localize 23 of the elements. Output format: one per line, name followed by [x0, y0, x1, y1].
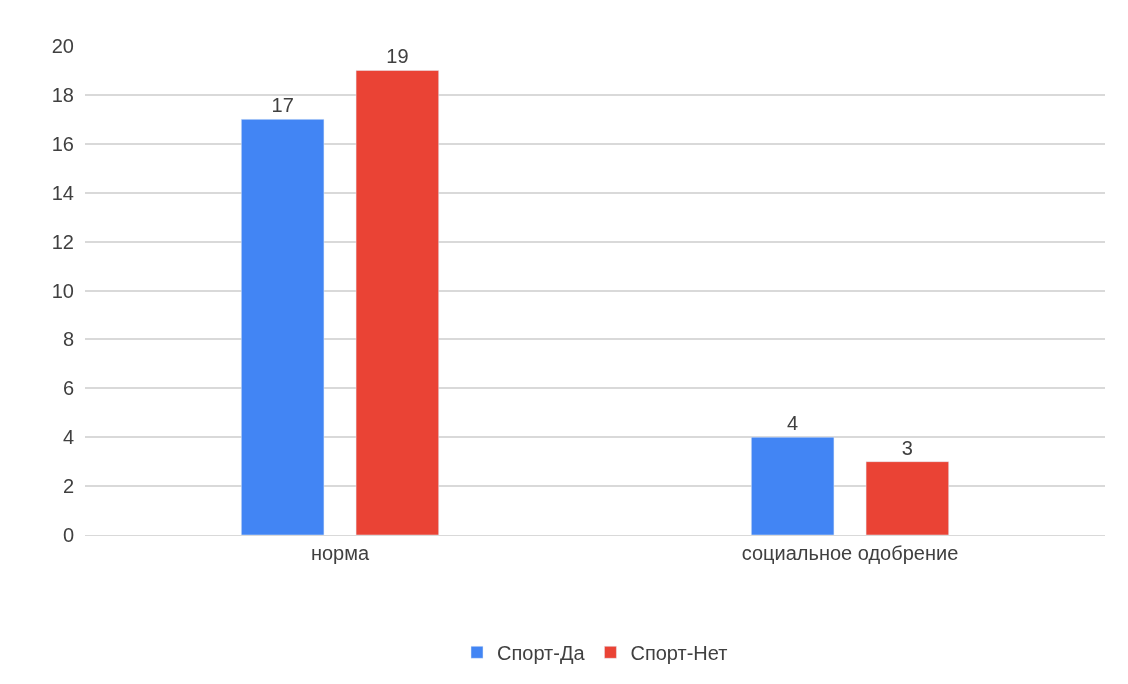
- legend-label: Спорт-Да: [497, 642, 586, 665]
- y-tick-label: 4: [62, 426, 74, 449]
- y-tick-label: 12: [51, 230, 74, 253]
- y-tick-label: 14: [51, 181, 74, 204]
- data-label: 17: [271, 94, 294, 117]
- bar: [241, 119, 325, 535]
- x-tick-label: социальное одобрение: [741, 542, 959, 564]
- legend-label: Спорт-Нет: [630, 642, 728, 665]
- data-label: 19: [386, 45, 409, 68]
- y-tick-label: 0: [62, 524, 74, 546]
- y-tick-label: 10: [51, 279, 74, 302]
- y-tick-label: 8: [62, 328, 74, 351]
- y-tick-label: 2: [62, 475, 74, 498]
- y-tick-label: 16: [51, 132, 74, 155]
- y-tick-label: 6: [62, 377, 74, 400]
- y-tick-label: 20: [51, 35, 74, 57]
- bar: [355, 70, 439, 535]
- x-tick-label: норма: [310, 542, 370, 564]
- bar: [865, 461, 949, 535]
- data-label: 4: [787, 412, 799, 435]
- y-tick-label: 18: [51, 83, 74, 106]
- bar: [751, 436, 835, 535]
- data-label: 3: [901, 436, 913, 459]
